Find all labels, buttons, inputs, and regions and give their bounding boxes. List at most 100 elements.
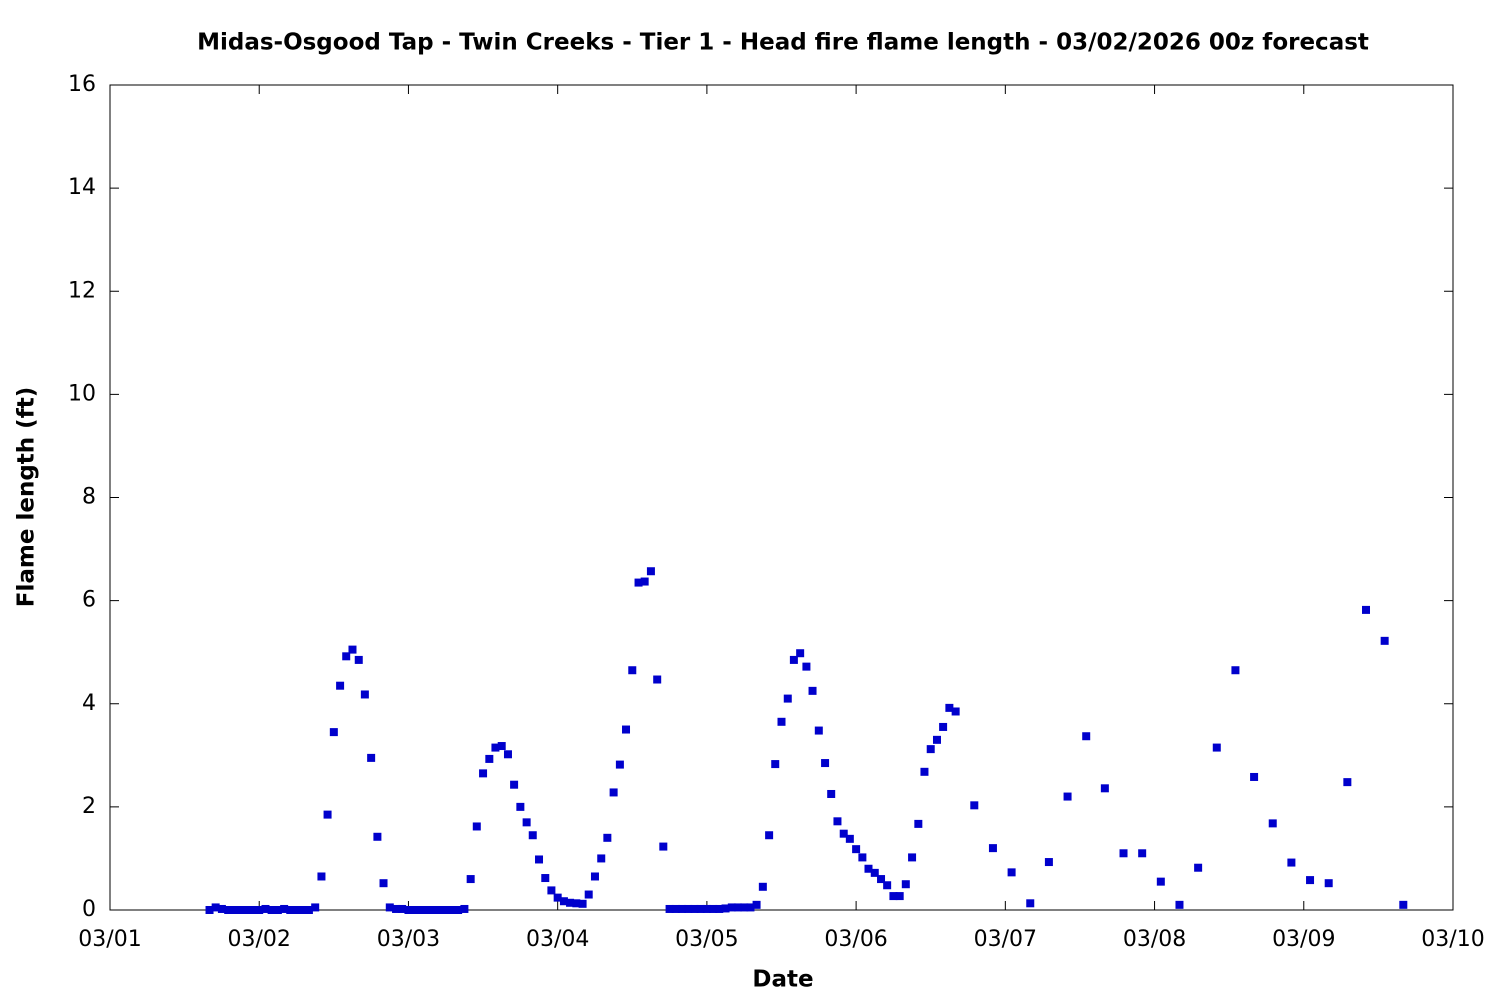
y-tick-label: 16 [68,72,96,97]
point [665,904,674,913]
point [939,722,948,731]
point [839,829,848,838]
point [379,879,388,888]
point [1138,849,1147,858]
point [659,842,668,851]
x-tick-label: 03/08 [1123,927,1186,952]
x-tick-label: 03/06 [824,927,887,952]
point [901,880,910,889]
point [485,754,494,763]
point [1100,784,1109,793]
point [870,868,879,877]
point [410,906,419,914]
x-tick-label: 03/07 [974,927,1037,952]
point [448,906,457,914]
point [367,753,376,762]
point [696,904,705,913]
y-axis-label: Flame length (ft) [14,387,40,607]
point [864,864,873,873]
point [348,645,357,654]
point [342,652,351,661]
point [877,875,886,884]
point [609,788,618,797]
point [1268,819,1277,828]
point [771,760,780,769]
point [789,655,798,664]
point [1026,899,1035,908]
point [684,904,693,913]
point [429,906,438,914]
point [373,832,382,841]
point [727,903,736,912]
point [491,743,500,752]
point [503,750,512,759]
point [615,760,624,769]
point [845,834,854,843]
point [317,872,326,881]
point [423,906,432,914]
point [883,881,892,890]
y-tick-label: 6 [82,588,96,613]
point [329,728,338,737]
x-tick-label: 03/04 [526,927,589,952]
point [547,886,556,895]
point [1306,876,1315,885]
point [280,904,289,913]
point [205,906,214,914]
point [783,694,792,703]
point [715,904,724,913]
x-tick-label: 03/10 [1421,927,1484,952]
point [217,904,226,913]
point [821,759,830,768]
point [908,853,917,862]
point [603,833,612,842]
x-tick-label: 03/03 [377,927,440,952]
point [273,906,282,914]
x-tick-label: 03/05 [675,927,738,952]
point [578,899,587,908]
chart-title: Midas-Osgood Tap - Twin Creeks - Tier 1 … [197,30,1369,56]
point [671,904,680,913]
point [802,662,811,671]
point [777,717,786,726]
point [858,853,867,862]
point [1399,900,1408,909]
y-tick-label: 0 [82,897,96,922]
point [472,822,481,831]
point [1362,605,1371,614]
point [709,904,718,913]
point [398,904,407,913]
point [572,899,581,908]
point [733,903,742,912]
y-tick-label: 12 [68,278,96,303]
x-axis-label: Date [752,967,813,993]
point [597,854,606,863]
point [522,818,531,827]
point [1212,743,1221,752]
point [392,904,401,913]
point [814,726,823,735]
point [932,735,941,744]
point [566,898,575,907]
point [535,855,544,864]
point [224,906,233,914]
point [827,789,836,798]
point [516,802,525,811]
point [1250,772,1259,781]
point [1007,868,1016,877]
point [416,906,425,914]
point [479,769,488,778]
point [895,892,904,901]
point [945,703,954,712]
x-tick-label: 03/09 [1272,927,1335,952]
point [1119,849,1128,858]
point [765,831,774,840]
point [248,906,257,914]
point [211,903,220,912]
point [796,649,805,658]
point [360,690,369,699]
point [460,904,469,913]
point [1063,792,1072,801]
point [951,707,960,716]
x-tick-label: 03/02 [228,927,291,952]
